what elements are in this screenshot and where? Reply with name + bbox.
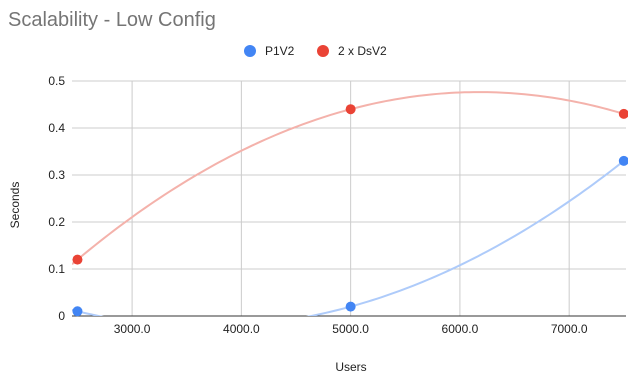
legend: P1V2 2 x DsV2 [244,44,387,58]
y-tick-label: 0 [58,309,65,323]
x-tick-label: 4000.0 [223,322,260,336]
data-point-series-0-1 [345,301,356,312]
x-tick-label: 7000.0 [551,322,588,336]
chart-title: Scalability - Low Config [8,9,216,31]
trendline-series-0 [72,158,626,316]
x-axis-label: Users [335,360,366,374]
data-point-series-1-0 [72,254,83,265]
legend-label-p1v2: P1V2 [265,44,295,58]
x-tick-label: 5000.0 [332,322,369,336]
y-tick-label: 0.1 [48,262,65,276]
trendline-series-1 [72,91,626,265]
y-tick-label: 0.3 [48,168,65,182]
y-tick-label: 0.4 [48,121,65,135]
grid [72,80,626,317]
y-axis-label: Seconds [8,182,22,229]
legend-marker-p1v2 [244,45,256,57]
y-tick-label: 0.5 [48,74,65,88]
data-point-series-1-2 [618,108,628,119]
x-tick-label: 6000.0 [442,322,479,336]
trendlines [72,91,626,316]
y-tick-label: 0.2 [48,215,65,229]
data-points [72,104,628,317]
y-axis-ticks: 0 0.1 0.2 0.3 0.4 0.5 [48,74,65,323]
data-point-series-1-1 [345,104,356,115]
data-point-series-0-0 [72,306,83,317]
x-tick-label: 3000.0 [114,322,151,336]
legend-label-dsv2: 2 x DsV2 [338,44,387,58]
x-axis-ticks: 3000.0 4000.0 5000.0 6000.0 7000.0 [114,322,588,336]
data-point-series-0-2 [618,155,628,166]
legend-marker-dsv2 [317,45,329,57]
